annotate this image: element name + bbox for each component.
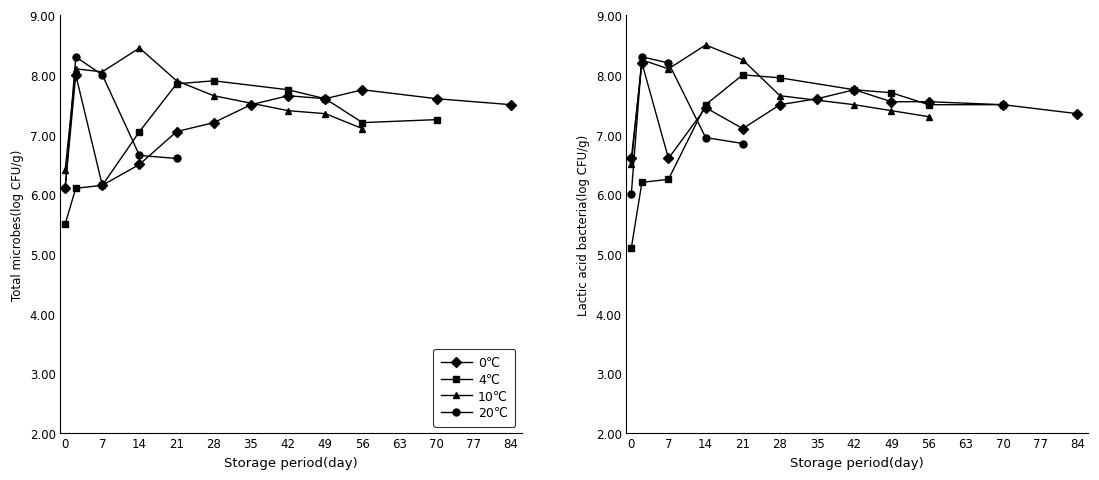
10℃: [662, 67, 675, 72]
20℃: [96, 73, 109, 79]
0℃: [997, 103, 1010, 108]
0℃: [922, 100, 935, 106]
10℃: [133, 46, 146, 52]
X-axis label: Storage period(day): Storage period(day): [224, 456, 357, 469]
20℃: [624, 192, 637, 198]
10℃: [170, 79, 184, 84]
4℃: [430, 118, 443, 123]
4℃: [281, 88, 295, 94]
20℃: [58, 186, 71, 192]
4℃: [847, 88, 861, 94]
0℃: [170, 130, 184, 135]
10℃: [847, 103, 861, 108]
20℃: [170, 156, 184, 162]
0℃: [662, 156, 675, 162]
4℃: [736, 73, 750, 79]
0℃: [281, 94, 295, 99]
20℃: [133, 153, 146, 159]
Legend: 0℃, 4℃, 10℃, 20℃: 0℃, 4℃, 10℃, 20℃: [433, 349, 515, 427]
4℃: [774, 76, 787, 82]
20℃: [736, 141, 750, 147]
10℃: [281, 108, 295, 114]
4℃: [69, 186, 82, 192]
4℃: [133, 130, 146, 135]
4℃: [624, 246, 637, 252]
0℃: [847, 88, 861, 94]
0℃: [430, 96, 443, 102]
4℃: [699, 103, 712, 108]
10℃: [58, 168, 71, 174]
0℃: [885, 100, 898, 106]
0℃: [208, 120, 221, 126]
20℃: [699, 135, 712, 141]
4℃: [997, 103, 1010, 108]
4℃: [208, 79, 221, 84]
0℃: [133, 162, 146, 168]
10℃: [635, 58, 648, 64]
4℃: [885, 91, 898, 96]
10℃: [96, 70, 109, 75]
10℃: [319, 111, 332, 117]
4℃: [170, 82, 184, 87]
10℃: [922, 115, 935, 120]
Line: 20℃: 20℃: [62, 54, 180, 192]
Line: 10℃: 10℃: [628, 42, 932, 168]
0℃: [319, 96, 332, 102]
0℃: [1070, 111, 1084, 117]
0℃: [811, 96, 824, 102]
0℃: [624, 156, 637, 162]
4℃: [58, 222, 71, 228]
Line: 4℃: 4℃: [62, 78, 441, 228]
20℃: [662, 61, 675, 67]
4℃: [96, 183, 109, 189]
10℃: [208, 94, 221, 99]
Y-axis label: Lactic acid bacteria(log CFU/g): Lactic acid bacteria(log CFU/g): [577, 134, 590, 315]
0℃: [635, 61, 648, 67]
0℃: [96, 183, 109, 189]
0℃: [699, 106, 712, 111]
10℃: [624, 162, 637, 168]
Line: 0℃: 0℃: [62, 72, 514, 192]
Line: 4℃: 4℃: [628, 72, 1007, 252]
0℃: [356, 88, 369, 94]
0℃: [736, 126, 750, 132]
10℃: [736, 58, 750, 64]
Line: 10℃: 10℃: [62, 46, 366, 175]
20℃: [69, 55, 82, 60]
Line: 20℃: 20℃: [628, 54, 746, 198]
X-axis label: Storage period(day): Storage period(day): [790, 456, 924, 469]
0℃: [244, 103, 257, 108]
10℃: [885, 108, 898, 114]
0℃: [774, 103, 787, 108]
0℃: [58, 186, 71, 192]
0℃: [504, 103, 518, 108]
10℃: [699, 43, 712, 49]
0℃: [69, 73, 82, 79]
10℃: [774, 94, 787, 99]
Y-axis label: Total microbes(log CFU/g): Total microbes(log CFU/g): [11, 149, 24, 300]
4℃: [635, 180, 648, 186]
4℃: [356, 120, 369, 126]
10℃: [69, 67, 82, 72]
20℃: [635, 55, 648, 60]
4℃: [662, 177, 675, 183]
4℃: [319, 96, 332, 102]
4℃: [922, 103, 935, 108]
10℃: [356, 126, 369, 132]
Line: 0℃: 0℃: [628, 60, 1080, 163]
